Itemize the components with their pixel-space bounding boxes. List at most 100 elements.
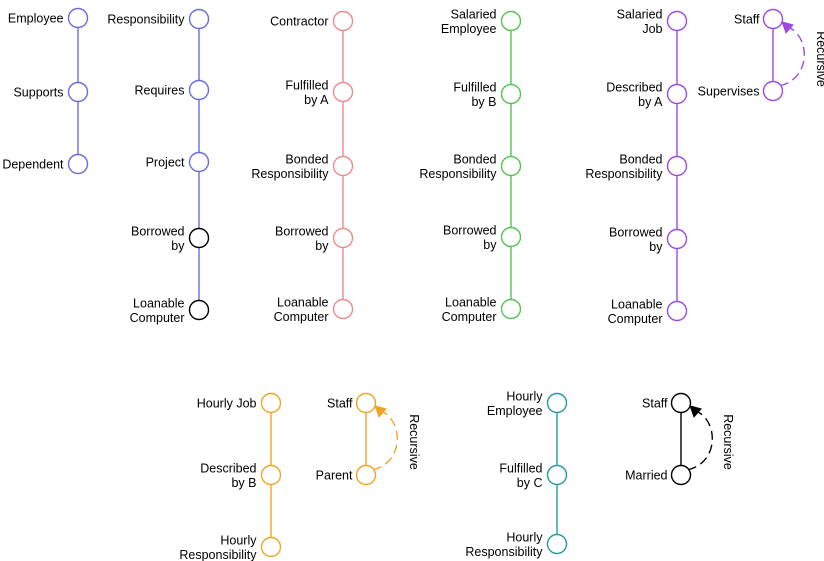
node-label: Computer — [130, 311, 185, 325]
node-label: Fulfilled — [285, 78, 328, 92]
recursive-arc — [779, 26, 805, 87]
diagram-node — [260, 464, 282, 486]
node-label: Responsibility — [465, 545, 543, 559]
diagram-node — [666, 10, 688, 32]
diagram-node — [188, 227, 210, 249]
node-label: Loanable — [611, 297, 662, 311]
node-label: Responsibility — [179, 548, 257, 561]
chain-employee-supports — [67, 7, 89, 175]
node-label: Responsibility — [419, 167, 497, 181]
node-label: Staff — [327, 397, 353, 411]
chain-salaried-job — [666, 10, 688, 322]
node-label: by — [649, 240, 663, 254]
recursive-staff-married: Staff Married Recursive — [625, 392, 735, 486]
node-label: Borrowed — [443, 223, 497, 237]
diagram-node — [332, 298, 354, 320]
diagram-node — [500, 226, 522, 248]
recursive-arc — [372, 410, 398, 471]
chain-responsibility-loan — [188, 8, 210, 321]
node-label: Computer — [442, 310, 497, 324]
node-label: Employee — [441, 22, 497, 36]
node-label: Supervises — [698, 85, 760, 99]
diagram-node — [670, 464, 692, 486]
diagram-node — [188, 79, 210, 101]
node-label: Employee — [487, 404, 543, 418]
node-label: by A — [304, 93, 329, 107]
recursive-label: Recursive — [407, 414, 421, 470]
diagram-node — [546, 533, 568, 555]
diagram-node — [332, 155, 354, 177]
diagram-node — [355, 464, 377, 486]
diagram-node — [666, 300, 688, 322]
diagram-node — [67, 153, 89, 175]
node-label: Fulfilled — [499, 461, 542, 475]
diagram-node — [666, 83, 688, 105]
recursive-label: Recursive — [814, 31, 824, 87]
node-label: Salaried — [617, 7, 663, 21]
arrowhead-icon — [689, 405, 702, 418]
chain-contractor — [332, 10, 354, 320]
diagram-node — [332, 227, 354, 249]
node-label: Described — [606, 80, 662, 94]
diagram-node — [188, 299, 210, 321]
node-label: Hourly — [506, 389, 543, 403]
diagram-node — [332, 10, 354, 32]
node-label: Computer — [274, 310, 329, 324]
diagram-node — [500, 83, 522, 105]
arrowhead-icon — [781, 21, 794, 34]
diagram-node — [546, 392, 568, 414]
node-label: Fulfilled — [453, 80, 496, 94]
diagram-node — [188, 8, 210, 30]
node-label: Bonded — [453, 152, 496, 166]
node-label: Project — [146, 156, 185, 170]
arrowhead-icon — [374, 405, 387, 418]
diagram-node — [67, 81, 89, 103]
recursive-staff-parent: Staff Parent Recursive — [316, 392, 421, 486]
node-label: Bonded — [285, 152, 328, 166]
diagram-node — [670, 392, 692, 414]
node-label: Staff — [642, 397, 668, 411]
node-label: Married — [625, 469, 667, 483]
diagram-node — [332, 81, 354, 103]
chain-salaried-employee — [500, 10, 522, 320]
node-label: Borrowed — [609, 225, 663, 239]
node-label: Loanable — [445, 295, 496, 309]
node-label: by A — [638, 95, 663, 109]
node-label: Requires — [134, 84, 184, 98]
node-label: Borrowed — [275, 224, 329, 238]
node-label: Responsibility — [251, 167, 329, 181]
recursive-arc — [687, 410, 713, 471]
node-label: Hourly — [220, 533, 257, 547]
chain-hourly-employee — [546, 392, 568, 555]
node-label: Dependent — [2, 158, 64, 172]
node-label: Job — [642, 22, 662, 36]
diagram-node — [500, 10, 522, 32]
recursive-label: Recursive — [721, 414, 735, 470]
diagram-node — [546, 464, 568, 486]
node-label: Borrowed — [131, 224, 185, 238]
node-label: Responsibility — [107, 13, 185, 27]
node-label: Supports — [13, 86, 63, 100]
node-label: Responsibility — [585, 167, 663, 181]
diagram-node — [762, 8, 784, 30]
diagram-node — [355, 392, 377, 414]
chain-hourly-job — [260, 392, 282, 558]
node-label: Hourly — [506, 530, 543, 544]
diagram-node — [500, 298, 522, 320]
node-label: by — [483, 238, 497, 252]
recursive-staff-supervises: Staff Supervises Recursive — [698, 8, 824, 102]
node-label: Parent — [316, 469, 353, 483]
node-label: Bonded — [619, 152, 662, 166]
diagram-node — [67, 7, 89, 29]
node-label: Loanable — [133, 296, 184, 310]
node-label: Computer — [608, 312, 663, 326]
node-label: by C — [517, 476, 543, 490]
diagram-node — [260, 392, 282, 414]
diagram-node — [500, 155, 522, 177]
diagram-node — [666, 155, 688, 177]
node-label: by — [315, 239, 329, 253]
diagram-node — [666, 228, 688, 250]
diagram-node — [188, 151, 210, 173]
node-label: Staff — [734, 13, 760, 27]
diagram-node — [260, 536, 282, 558]
